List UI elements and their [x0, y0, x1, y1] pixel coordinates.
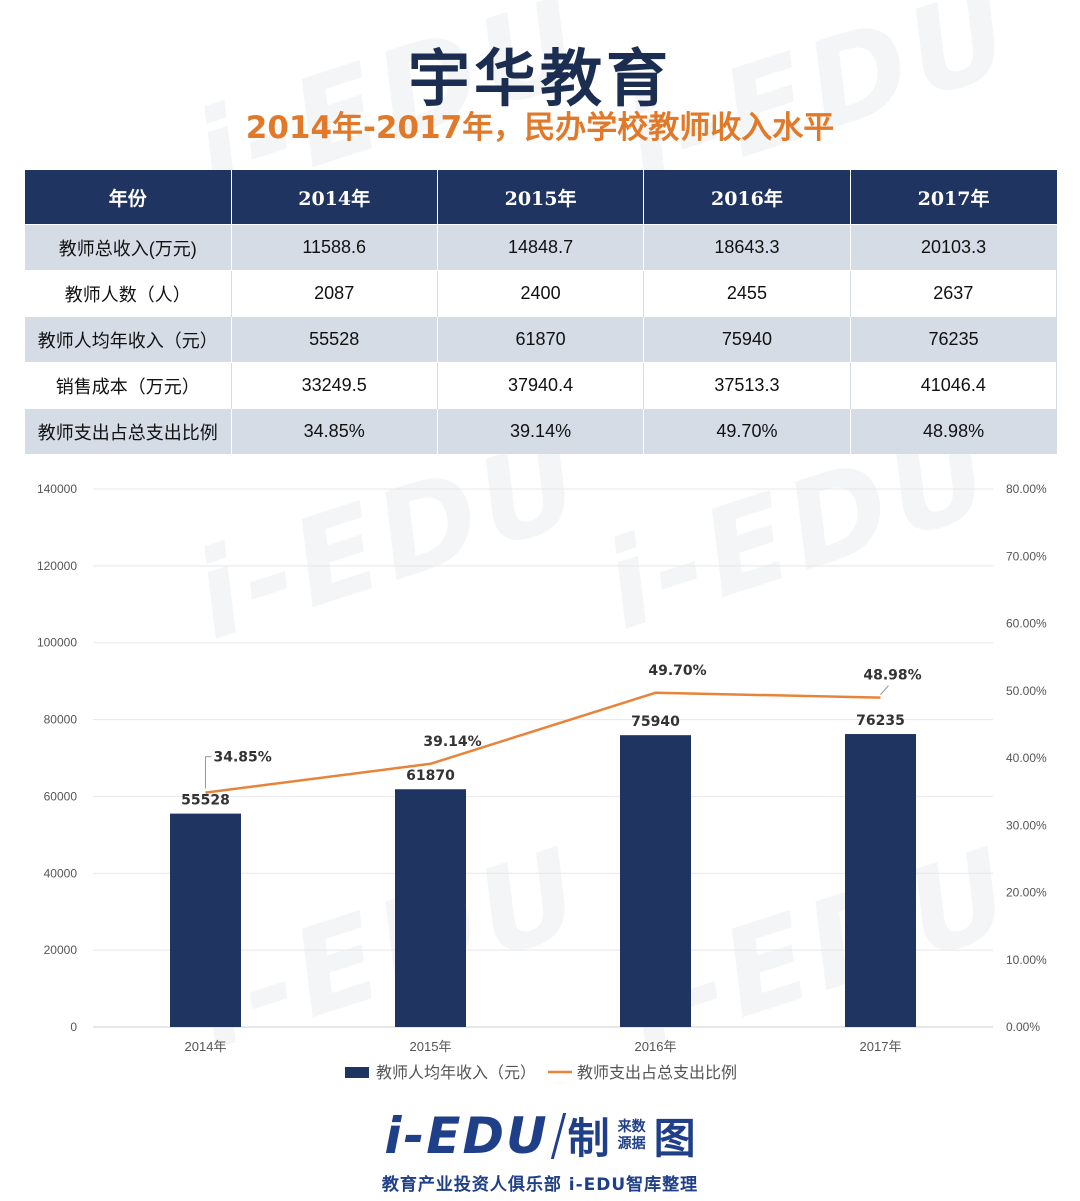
table-cell: 2455	[643, 270, 851, 317]
page-subtitle: 2014年-2017年，民办学校教师收入水平	[245, 110, 835, 146]
left-tick-label: 60000	[44, 789, 78, 803]
table-header-cell: 2016年	[643, 170, 851, 225]
label-leader	[205, 756, 212, 789]
left-axis: 0 20000 40000 60000 80000 100000 120000 140000	[37, 482, 77, 1034]
right-tick-label: 50.00%	[1006, 684, 1047, 698]
table-header-cell: 年份	[25, 170, 232, 225]
table-header-row: 年份 2014年 2015年 2016年 2017年	[25, 170, 1057, 225]
legend-label: 教师人均年收入（元）	[376, 1063, 536, 1082]
x-tick-label: 2016年	[635, 1039, 677, 1054]
row-label: 教师人均年收入（元）	[25, 316, 232, 363]
income-table: 年份 2014年 2015年 2016年 2017年 教师总收入(万元) 115…	[25, 170, 1058, 454]
right-axis: 0.00% 10.00% 20.00% 30.00% 40.00% 50.00% 60.00…	[1006, 482, 1047, 1034]
bars	[170, 734, 916, 1027]
x-tick-label: 2014年	[185, 1039, 227, 1054]
table-row: 教师人均年收入（元） 55528 61870 75940 76235	[25, 316, 1057, 363]
right-tick-label: 70.00%	[1006, 549, 1047, 563]
legend-label: 教师支出占总支出比例	[577, 1063, 737, 1082]
bar	[620, 735, 691, 1027]
bar	[170, 813, 241, 1027]
table-cell: 37513.3	[643, 362, 851, 409]
brand-logo: i-EDU	[384, 1106, 549, 1165]
right-tick-label: 80.00%	[1006, 482, 1047, 496]
combo-chart: 020000400006000080000100000120000140000 …	[37, 482, 1047, 1082]
left-tick-label: 20000	[44, 943, 78, 957]
bar	[845, 734, 916, 1027]
table-cell: 33249.5	[231, 362, 438, 409]
label-leader	[880, 685, 889, 695]
table-row: 销售成本（万元） 33249.5 37940.4 37513.3 41046.4	[25, 362, 1058, 409]
table-cell: 34.85%	[231, 408, 438, 454]
table-cell: 41046.4	[850, 362, 1058, 409]
table-cell: 2637	[850, 270, 1058, 317]
bar-value-label: 61870	[406, 768, 455, 784]
table-cell: 76235	[850, 316, 1057, 363]
table-cell: 55528	[231, 316, 438, 363]
brand-zhi: 制	[567, 1114, 610, 1163]
table-header-cell: 2014年	[231, 170, 438, 225]
page-title: 宇华教育	[407, 42, 672, 115]
right-tick-label: 40.00%	[1006, 751, 1047, 765]
line-value-label: 34.85%	[214, 750, 272, 766]
left-tick-label: 40000	[44, 866, 78, 880]
table-row: 教师总收入(万元) 11588.6 14848.7 18643.3 20103.…	[25, 224, 1057, 271]
left-tick-label: 100000	[37, 636, 77, 650]
right-tick-label: 10.00%	[1006, 953, 1047, 967]
line-value-label: 39.14%	[423, 734, 481, 750]
data-labels: 55528 61870 75940 76235 34.85% 39.14% 49.70% 48…	[181, 663, 922, 809]
brand-source-line: 来数	[617, 1118, 646, 1135]
bar-value-label: 76235	[856, 713, 905, 729]
left-tick-label: 140000	[37, 482, 77, 496]
ratio-line	[205, 685, 889, 794]
table-cell: 48.98%	[850, 408, 1057, 454]
right-tick-label: 60.00%	[1006, 617, 1047, 631]
table-cell: 39.14%	[437, 408, 645, 454]
brand-source: 来数 源据	[618, 1119, 646, 1153]
row-label: 销售成本（万元）	[25, 362, 232, 409]
left-tick-label: 80000	[44, 713, 78, 727]
x-axis: 2014年 2015年 2016年 2017年	[185, 1039, 902, 1054]
table-header-cell: 2017年	[850, 170, 1057, 225]
table-cell: 14848.7	[437, 224, 645, 271]
table-cell: 37940.4	[437, 362, 645, 409]
brand-tu: 图	[653, 1114, 696, 1163]
bar-value-label: 75940	[631, 714, 680, 730]
table-cell: 49.70%	[643, 408, 851, 454]
table-cell: 20103.3	[850, 224, 1057, 271]
footer-brand: i-EDU 制 来数 源据 图	[384, 1105, 695, 1166]
x-tick-label: 2015年	[410, 1039, 452, 1054]
line-value-label: 48.98%	[863, 668, 921, 684]
line-value-label: 49.70%	[648, 663, 706, 679]
legend: 教师人均年收入（元） 教师支出占总支出比例	[345, 1063, 737, 1082]
table-cell: 75940	[643, 316, 851, 363]
ratio-series-line	[205, 691, 881, 794]
right-tick-label: 20.00%	[1006, 886, 1047, 900]
x-tick-label: 2017年	[860, 1039, 902, 1054]
legend-swatch-bar	[345, 1067, 369, 1078]
table-row: 教师支出占总支出比例 34.85% 39.14% 49.70% 48.98%	[25, 408, 1057, 454]
bar-value-label: 55528	[181, 793, 230, 809]
brand-divider	[550, 1112, 566, 1159]
brand-source-line: 源据	[617, 1135, 646, 1152]
table-header-cell: 2015年	[437, 170, 645, 225]
right-tick-label: 0.00%	[1006, 1020, 1040, 1034]
row-label: 教师人数（人）	[25, 270, 232, 317]
table-cell: 18643.3	[643, 224, 851, 271]
bar	[395, 789, 466, 1027]
table-cell: 61870	[437, 316, 645, 363]
table-cell: 2087	[231, 270, 438, 317]
footer: i-EDU 制 来数 源据 图 教育产业投资人俱乐部 i-EDU智库整理	[0, 1105, 1080, 1196]
table-cell: 2400	[437, 270, 645, 317]
footer-subtitle: 教育产业投资人俱乐部 i-EDU智库整理	[381, 1175, 699, 1195]
row-label: 教师支出占总支出比例	[25, 408, 232, 454]
left-tick-label: 120000	[37, 559, 77, 573]
gridlines	[93, 488, 993, 1028]
right-tick-label: 30.00%	[1006, 818, 1047, 832]
left-tick-label: 0	[70, 1020, 77, 1034]
table-row: 教师人数（人） 2087 2400 2455 2637	[25, 270, 1058, 317]
row-label: 教师总收入(万元)	[25, 224, 232, 271]
table-cell: 11588.6	[231, 224, 438, 271]
